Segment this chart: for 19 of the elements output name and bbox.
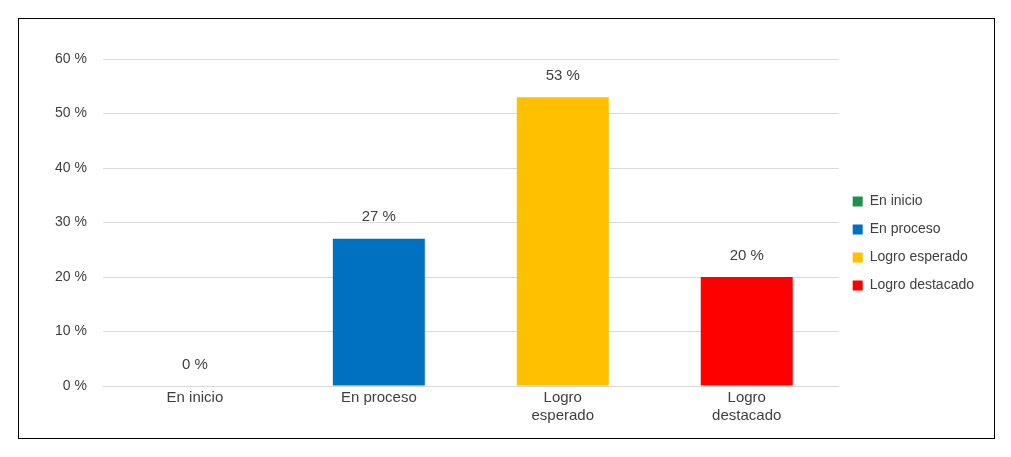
- x-tick-label: En proceso: [340, 388, 417, 406]
- data-label: 53 %: [545, 65, 580, 83]
- x-tick-label: Logro destacado: [712, 388, 782, 424]
- y-tick-label: 60 %: [54, 49, 87, 66]
- y-tick-label: 30 %: [54, 213, 87, 230]
- y-tick-label: 40 %: [54, 158, 87, 175]
- x-tick-label: Logro esperado: [531, 388, 595, 424]
- data-label: 0 %: [181, 354, 208, 372]
- y-tick-label: 50 %: [54, 104, 87, 121]
- data-label: 20 %: [729, 245, 764, 263]
- legend-label: En proceso: [869, 220, 941, 237]
- data-label: 27 %: [361, 207, 396, 225]
- legend-label: En inicio: [869, 192, 923, 209]
- y-tick-label: 10 %: [54, 322, 87, 339]
- legend-label: Logro esperado: [869, 248, 968, 265]
- y-tick-label: 20 %: [54, 267, 87, 284]
- y-tick-label: 0 %: [62, 376, 87, 393]
- x-tick-label: En inicio: [166, 388, 224, 406]
- legend-label: Logro destacado: [869, 276, 975, 293]
